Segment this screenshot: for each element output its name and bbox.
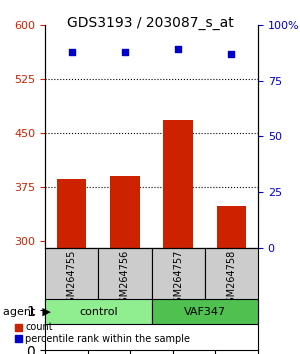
Text: agent  ▶: agent ▶ bbox=[3, 307, 51, 316]
Text: GDS3193 / 203087_s_at: GDS3193 / 203087_s_at bbox=[67, 16, 233, 30]
FancyBboxPatch shape bbox=[152, 248, 205, 310]
Point bbox=[122, 49, 127, 55]
Text: GSM264756: GSM264756 bbox=[120, 250, 130, 309]
FancyBboxPatch shape bbox=[152, 299, 258, 324]
Bar bbox=[110, 176, 140, 248]
Text: VAF347: VAF347 bbox=[184, 307, 226, 316]
Bar bbox=[217, 206, 246, 248]
Text: GSM264755: GSM264755 bbox=[67, 249, 76, 309]
Bar bbox=[57, 179, 86, 248]
Text: GSM264758: GSM264758 bbox=[226, 250, 236, 309]
Text: GSM264757: GSM264757 bbox=[173, 249, 183, 309]
Point bbox=[229, 51, 234, 57]
Text: percentile rank within the sample: percentile rank within the sample bbox=[26, 334, 190, 344]
FancyBboxPatch shape bbox=[98, 248, 152, 310]
Text: count: count bbox=[26, 322, 53, 332]
FancyBboxPatch shape bbox=[205, 248, 258, 310]
FancyBboxPatch shape bbox=[45, 248, 98, 310]
Bar bbox=[164, 120, 193, 248]
Point bbox=[176, 46, 181, 52]
FancyBboxPatch shape bbox=[45, 299, 152, 324]
FancyBboxPatch shape bbox=[15, 335, 22, 342]
Text: control: control bbox=[79, 307, 118, 316]
FancyBboxPatch shape bbox=[15, 324, 22, 331]
Point bbox=[69, 49, 74, 55]
